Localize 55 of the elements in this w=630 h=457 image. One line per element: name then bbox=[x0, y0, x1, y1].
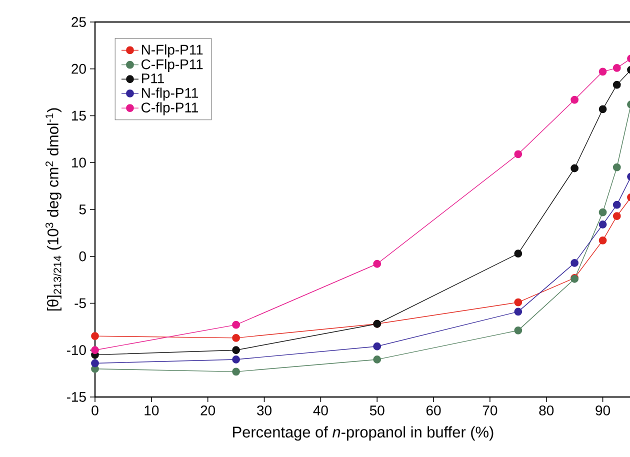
y-tick-label: -10 bbox=[66, 345, 86, 356]
point bbox=[598, 68, 607, 76]
point bbox=[612, 200, 621, 209]
point bbox=[612, 64, 621, 72]
point bbox=[232, 334, 240, 342]
point bbox=[570, 164, 579, 172]
point bbox=[91, 346, 99, 354]
x-tick-label: 90 bbox=[596, 406, 610, 416]
point bbox=[232, 320, 240, 329]
y-tick-label: -5 bbox=[74, 298, 86, 308]
legend-label: N-Flp-P11 bbox=[142, 44, 203, 58]
point bbox=[373, 356, 382, 364]
point bbox=[373, 342, 382, 350]
point bbox=[570, 96, 579, 104]
y-tick-label: 25 bbox=[72, 17, 86, 27]
y-tick-label: -15 bbox=[66, 392, 86, 402]
point bbox=[373, 260, 382, 268]
point bbox=[91, 332, 99, 340]
point bbox=[514, 308, 522, 316]
point bbox=[514, 250, 522, 258]
x-tick-label: 80 bbox=[539, 406, 554, 416]
point bbox=[232, 368, 240, 376]
legend-label: P11 bbox=[142, 74, 164, 84]
point bbox=[514, 298, 522, 306]
x-axis-title: Percentage of n-propanol in buffer (%) bbox=[233, 426, 494, 441]
legend-label: N-flp-P11 bbox=[142, 88, 198, 101]
x-tick-label: 60 bbox=[426, 406, 441, 416]
point bbox=[598, 220, 607, 228]
legend-label: C-flp-P11 bbox=[142, 102, 198, 116]
point bbox=[598, 236, 607, 244]
point bbox=[514, 326, 522, 334]
point bbox=[232, 356, 240, 364]
y-tick-label: 10 bbox=[72, 158, 86, 168]
x-tick-label: 10 bbox=[144, 406, 159, 416]
point bbox=[232, 346, 240, 354]
x-tick-label: 30 bbox=[257, 406, 272, 416]
point bbox=[570, 258, 579, 267]
text: [θ]$_{213/214}$ (10$^{3}$ deg cm$^{2}$ dmol$^{-1}$) bbox=[46, 108, 62, 311]
point bbox=[598, 208, 607, 216]
x-tick-label: 20 bbox=[200, 406, 216, 416]
point bbox=[598, 105, 607, 114]
x-tick-label: 50 bbox=[370, 406, 384, 416]
point bbox=[612, 80, 621, 89]
point bbox=[91, 359, 99, 368]
point bbox=[612, 212, 621, 220]
point bbox=[612, 163, 621, 172]
y-tick-label: 0 bbox=[79, 251, 86, 262]
point bbox=[514, 150, 522, 158]
x-tick-label: 70 bbox=[482, 406, 498, 416]
x-tick-label: 0 bbox=[92, 406, 98, 416]
y-tick-label: 15 bbox=[72, 110, 86, 121]
y-tick-label: 20 bbox=[72, 64, 86, 74]
x-tick-label: 40 bbox=[313, 406, 328, 416]
legend-label: C-Flp-P11 bbox=[142, 59, 203, 72]
y-tick-label: 5 bbox=[79, 204, 86, 214]
